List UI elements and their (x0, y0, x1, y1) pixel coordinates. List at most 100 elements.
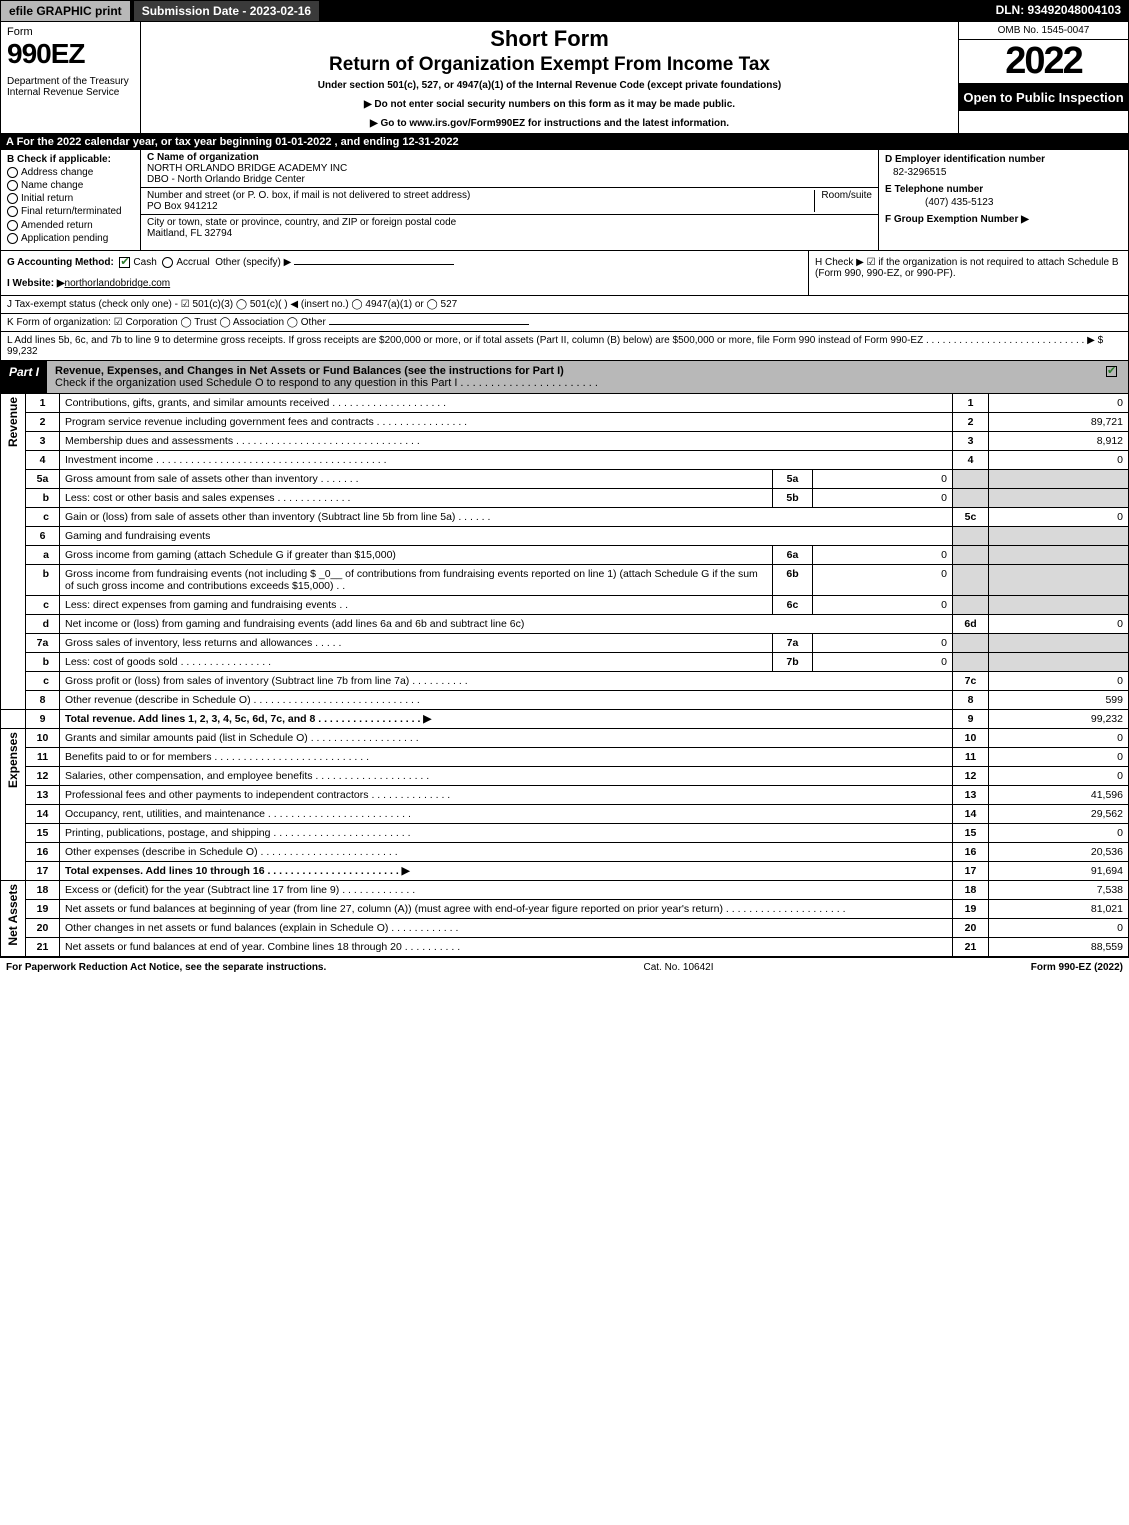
ln-14: 14 (26, 804, 60, 823)
ln-6b: b (26, 564, 60, 595)
chk-application-pending[interactable]: Application pending (7, 233, 134, 244)
e-label: E Telephone number (885, 184, 1122, 195)
ln-12: 12 (26, 766, 60, 785)
d-label: D Employer identification number (885, 154, 1122, 165)
ln-10: 10 (26, 728, 60, 747)
sn-5b: 5b (773, 488, 813, 507)
section-b-c-d: B Check if applicable: Address change Na… (0, 150, 1129, 251)
part1-header: Part I Revenue, Expenses, and Changes in… (0, 361, 1129, 394)
nc-18: 18 (953, 880, 989, 899)
ln-21: 21 (26, 937, 60, 956)
desc-3: Membership dues and assessments . . . . … (60, 431, 953, 450)
amt-21: 88,559 (989, 937, 1129, 956)
ln-4: 4 (26, 450, 60, 469)
desc-18: Excess or (deficit) for the year (Subtra… (60, 880, 953, 899)
b-label: B Check if applicable: (7, 154, 134, 165)
city-value: Maitland, FL 32794 (147, 228, 456, 239)
row-j: J Tax-exempt status (check only one) - ☑… (0, 296, 1129, 314)
nc-11: 11 (953, 747, 989, 766)
part1-check[interactable] (1106, 366, 1117, 377)
amt-4: 0 (989, 450, 1129, 469)
chk-final-return[interactable]: Final return/terminated (7, 206, 134, 217)
f-label: F Group Exemption Number ▶ (885, 214, 1122, 225)
desc-5c: Gain or (loss) from sale of assets other… (60, 507, 953, 526)
top-bar: efile GRAPHIC print Submission Date - 20… (0, 0, 1129, 22)
sv-5b: 0 (813, 488, 953, 507)
desc-15: Printing, publications, postage, and shi… (60, 823, 953, 842)
ln-17: 17 (26, 861, 60, 880)
desc-2: Program service revenue including govern… (60, 412, 953, 431)
website-link[interactable]: northorlandobridge.com (65, 278, 171, 289)
chk-accrual[interactable] (162, 257, 173, 268)
nc-7c: 7c (953, 671, 989, 690)
amt-3: 8,912 (989, 431, 1129, 450)
nc-9: 9 (953, 709, 989, 728)
nc-4: 4 (953, 450, 989, 469)
amt-8: 599 (989, 690, 1129, 709)
desc-20: Other changes in net assets or fund bala… (60, 918, 953, 937)
nc-8: 8 (953, 690, 989, 709)
desc-12: Salaries, other compensation, and employ… (60, 766, 953, 785)
sn-6c: 6c (773, 595, 813, 614)
amt-5c: 0 (989, 507, 1129, 526)
ln-6: 6 (26, 526, 60, 545)
chk-name-change[interactable]: Name change (7, 180, 134, 191)
room-suite-label: Room/suite (814, 190, 872, 212)
subtitle-link[interactable]: ▶ Go to www.irs.gov/Form990EZ for instru… (147, 118, 952, 129)
chk-amended-return[interactable]: Amended return (7, 220, 134, 231)
ln-9: 9 (26, 709, 60, 728)
desc-7b: Less: cost of goods sold . . . . . . . .… (60, 652, 773, 671)
ln-16: 16 (26, 842, 60, 861)
ln-7a: 7a (26, 633, 60, 652)
nc-14: 14 (953, 804, 989, 823)
desc-17: Total expenses. Add lines 10 through 16 … (60, 861, 953, 880)
nc-16: 16 (953, 842, 989, 861)
efile-print-button[interactable]: efile GRAPHIC print (0, 0, 131, 22)
title-short-form: Short Form (147, 26, 952, 52)
amt-10: 0 (989, 728, 1129, 747)
page-footer: For Paperwork Reduction Act Notice, see … (0, 957, 1129, 977)
chk-initial-return[interactable]: Initial return (7, 193, 134, 204)
col-d-e-f: D Employer identification number 82-3296… (878, 150, 1128, 250)
nc-21: 21 (953, 937, 989, 956)
desc-11: Benefits paid to or for members . . . . … (60, 747, 953, 766)
amt-13: 41,596 (989, 785, 1129, 804)
row-l: L Add lines 5b, 6c, and 7b to line 9 to … (0, 332, 1129, 361)
desc-6: Gaming and fundraising events (60, 526, 953, 545)
part1-label: Part I (1, 361, 47, 393)
dept-label: Department of the Treasury Internal Reve… (7, 76, 134, 98)
chk-address-change[interactable]: Address change (7, 167, 134, 178)
org-name: NORTH ORLANDO BRIDGE ACADEMY INC (147, 163, 347, 174)
ln-13: 13 (26, 785, 60, 804)
part1-title: Revenue, Expenses, and Changes in Net As… (47, 361, 1098, 393)
desc-19: Net assets or fund balances at beginning… (60, 899, 953, 918)
ln-6c: c (26, 595, 60, 614)
desc-13: Professional fees and other payments to … (60, 785, 953, 804)
desc-5a: Gross amount from sale of assets other t… (60, 469, 773, 488)
nc-2: 2 (953, 412, 989, 431)
chk-cash[interactable] (119, 257, 130, 268)
amt-14: 29,562 (989, 804, 1129, 823)
sn-6b: 6b (773, 564, 813, 595)
subtitle-ssn: ▶ Do not enter social security numbers o… (147, 99, 952, 110)
amt-15: 0 (989, 823, 1129, 842)
nc-20: 20 (953, 918, 989, 937)
nc-19: 19 (953, 899, 989, 918)
amt-20: 0 (989, 918, 1129, 937)
ln-3: 3 (26, 431, 60, 450)
amt-16: 20,536 (989, 842, 1129, 861)
amt-11: 0 (989, 747, 1129, 766)
sn-6a: 6a (773, 545, 813, 564)
ln-5a: 5a (26, 469, 60, 488)
i-website: I Website: ▶northorlandobridge.com (7, 278, 802, 289)
expenses-side-label: Expenses (6, 732, 20, 788)
ln-19: 19 (26, 899, 60, 918)
amt-2: 89,721 (989, 412, 1129, 431)
submission-date-button[interactable]: Submission Date - 2023-02-16 (133, 0, 320, 22)
org-dbo: DBO - North Orlando Bridge Center (147, 174, 347, 185)
amt-17: 91,694 (989, 861, 1129, 880)
desc-9: Total revenue. Add lines 1, 2, 3, 4, 5c,… (60, 709, 953, 728)
ln-7b: b (26, 652, 60, 671)
ledger-table: Revenue 1 Contributions, gifts, grants, … (0, 394, 1129, 957)
ln-11: 11 (26, 747, 60, 766)
